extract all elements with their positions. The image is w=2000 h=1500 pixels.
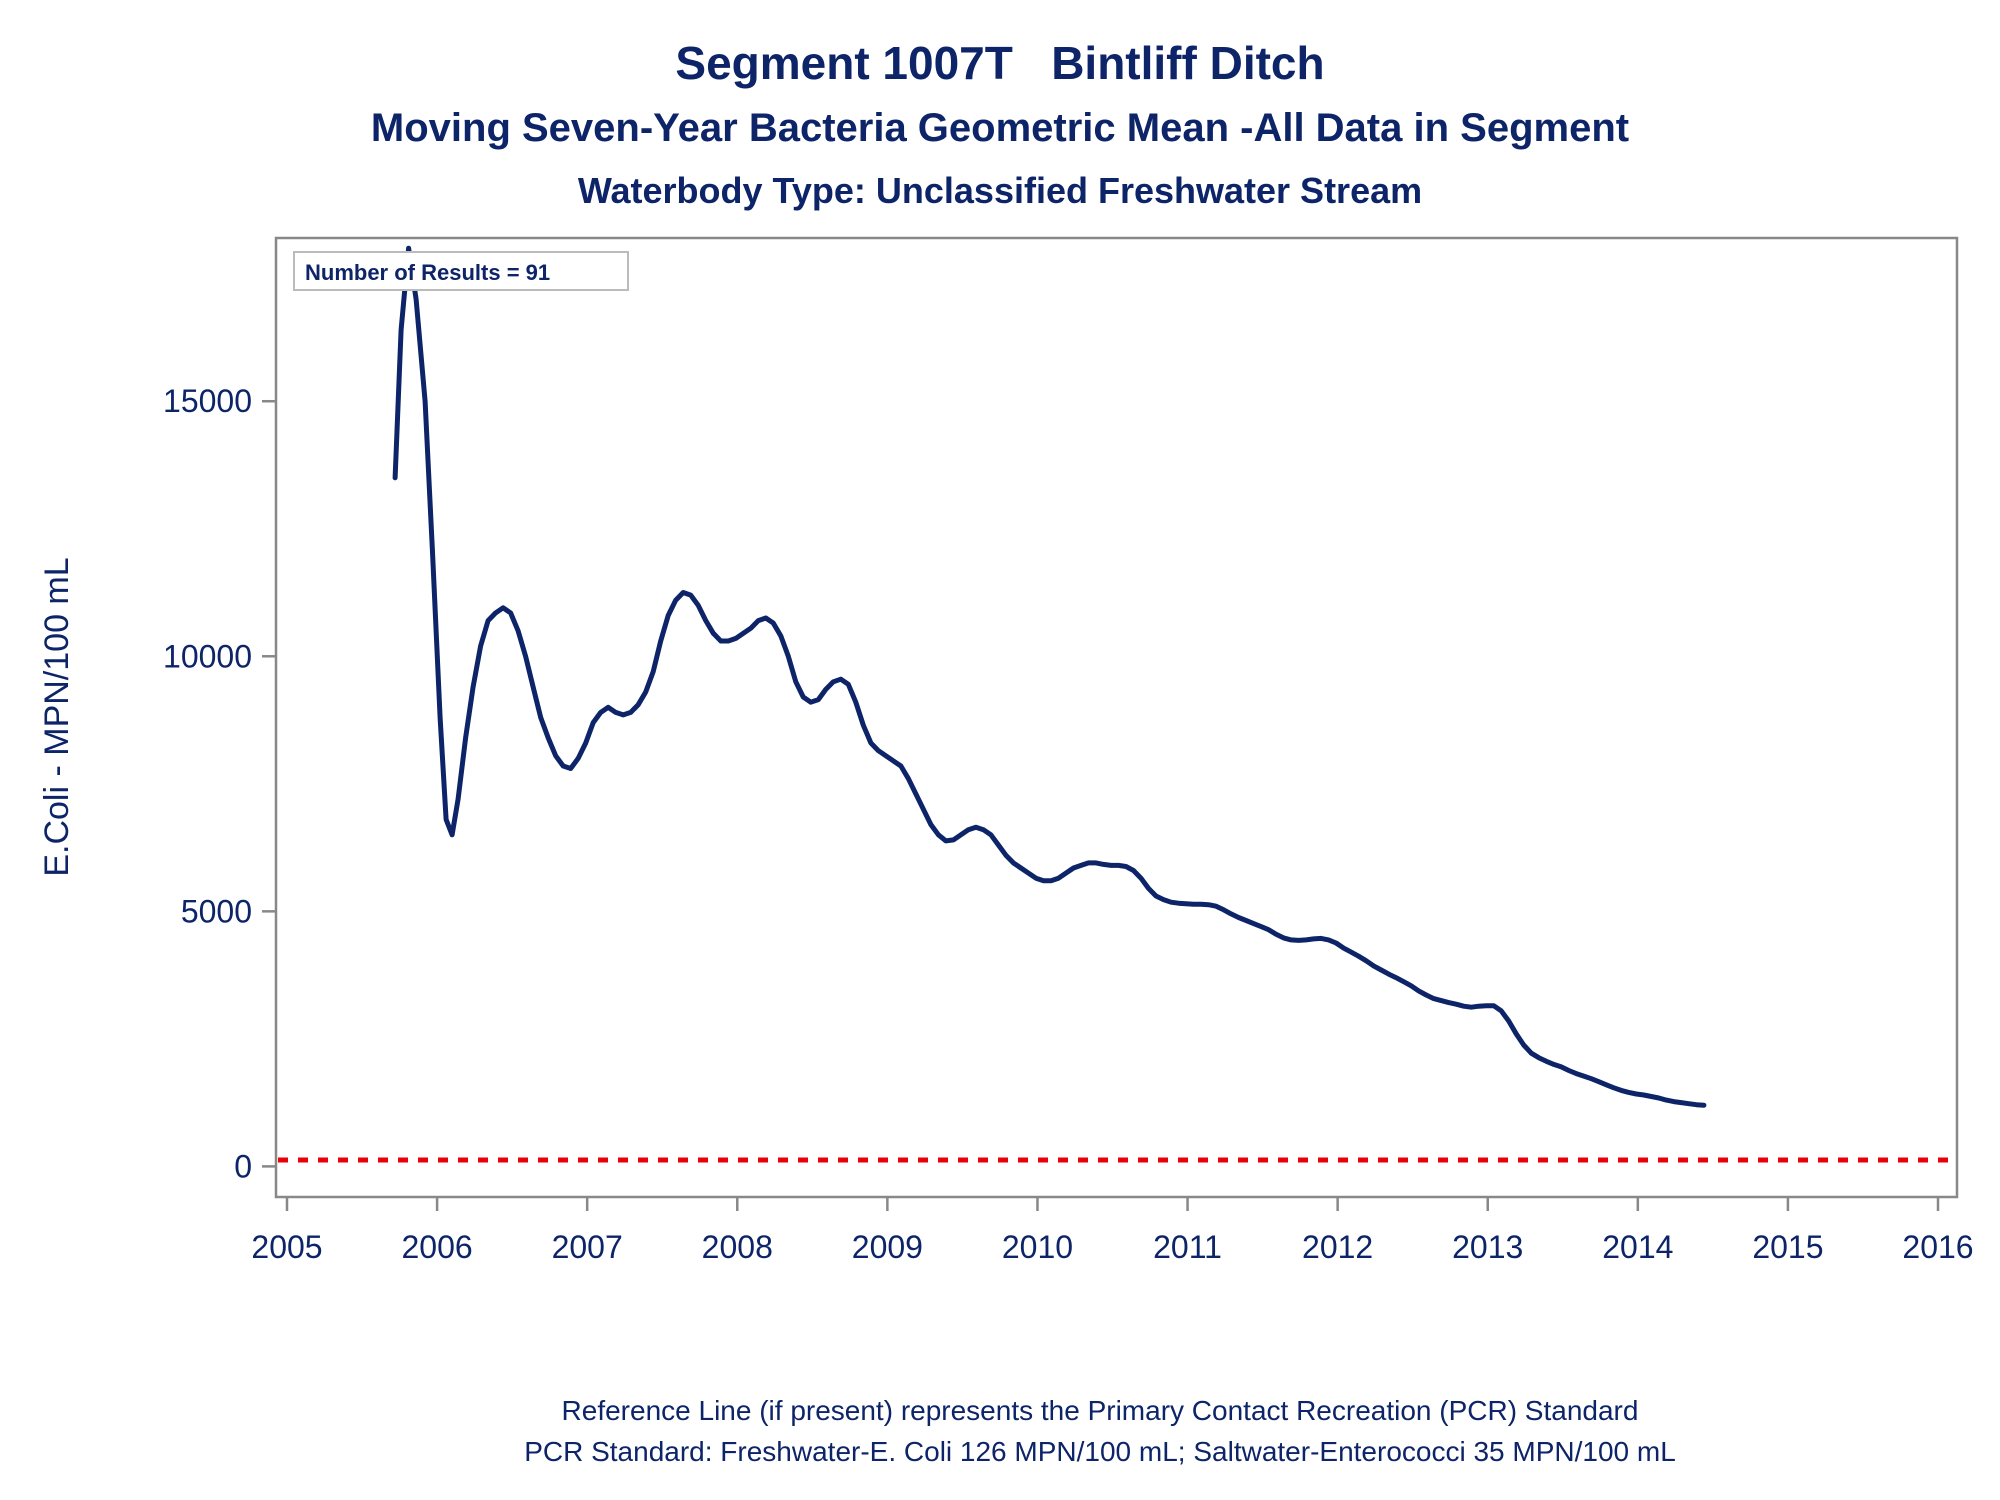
x-tick-label: 2014 xyxy=(1602,1229,1673,1265)
x-tick-label: 2015 xyxy=(1752,1229,1823,1265)
x-tick-label: 2005 xyxy=(251,1229,322,1265)
x-tick-label: 2008 xyxy=(702,1229,773,1265)
y-axis-label: E.Coli - MPN/100 mL xyxy=(38,557,76,876)
y-tick-label: 5000 xyxy=(181,893,252,929)
annotation-number-of-results: Number of Results = 91 xyxy=(305,260,550,285)
y-tick-label: 10000 xyxy=(163,638,252,674)
x-tick-label: 2009 xyxy=(852,1229,923,1265)
series-line xyxy=(392,245,1707,1108)
annotation-box xyxy=(293,251,629,291)
y-tick-label: 0 xyxy=(234,1148,252,1184)
chart-subtitle: Moving Seven-Year Bacteria Geometric Mea… xyxy=(370,106,1630,150)
chart-subtitle-waterbody: Waterbody Type: Unclassified Freshwater … xyxy=(577,170,1423,211)
x-tick-label: 2006 xyxy=(401,1229,472,1265)
y-tick-label: 15000 xyxy=(163,383,252,419)
x-tick-label: 2011 xyxy=(1153,1229,1222,1265)
plot-frame xyxy=(274,236,1959,1199)
chart-title: Segment 1007T Bintliff Ditch xyxy=(675,37,1325,89)
x-tick-label: 2016 xyxy=(1902,1229,1973,1265)
x-tick-label: 2007 xyxy=(552,1229,623,1265)
x-tick-label: 2012 xyxy=(1302,1229,1373,1265)
x-tick-label: 2010 xyxy=(1002,1229,1073,1265)
footnote-pcr-standard: PCR Standard: Freshwater-E. Coli 126 MPN… xyxy=(524,1436,1676,1467)
x-tick-label: 2013 xyxy=(1452,1229,1523,1265)
y-axis: 0 5000 10000 15000 xyxy=(163,383,276,1184)
footnote-reference-line: Reference Line (if present) represents t… xyxy=(561,1395,1639,1426)
x-axis: 2005 2006 2007 2008 2009 2010 2011 2012 2013 2014… xyxy=(251,1197,1974,1265)
